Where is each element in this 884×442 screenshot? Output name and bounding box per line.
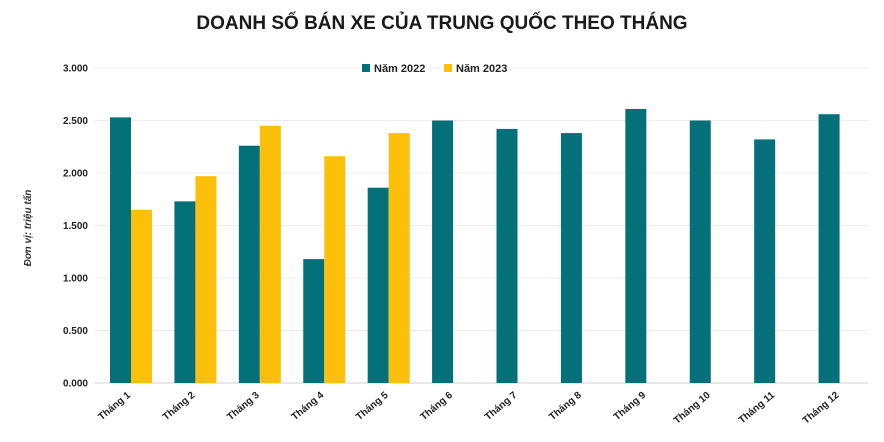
x-tick-label: Tháng 6	[419, 390, 456, 423]
x-axis-ticks: Tháng 1 Tháng 2 Tháng 3 Tháng 4 Tháng 5 Tháng…	[96, 390, 841, 427]
bar-2022	[560, 133, 582, 383]
y-tick-label: 1.500	[63, 221, 88, 232]
y-axis-ticks: 0.000 0.500 1.000 1.500 2.000 2.500 3.000	[63, 64, 88, 390]
bar-2023	[388, 133, 410, 383]
x-tick-label: Tháng 11	[737, 390, 778, 427]
x-tick-label: Tháng 4	[290, 390, 327, 423]
y-tick-label: 2.500	[63, 116, 88, 127]
bar-2022	[238, 145, 260, 383]
bar-2022	[432, 120, 454, 383]
bar-2022	[174, 201, 196, 383]
bar-2022	[818, 114, 840, 383]
x-tick-label: Tháng 12	[801, 390, 842, 427]
x-tick-label: Tháng 5	[354, 390, 391, 423]
y-tick-label: 2.000	[63, 169, 88, 180]
bar-2023	[259, 125, 281, 383]
x-tick-label: Tháng 3	[225, 390, 262, 423]
bar-2022	[689, 120, 711, 383]
legend-label: Năm 2023	[456, 63, 507, 75]
legend-swatch	[362, 64, 370, 72]
y-tick-label: 0.500	[63, 326, 88, 337]
y-tick-label: 3.000	[63, 64, 88, 75]
gridlines	[95, 67, 868, 384]
bar-2023	[324, 156, 346, 383]
bar-2022	[110, 117, 131, 383]
y-tick-label: 0.000	[63, 379, 88, 390]
x-tick-label: Tháng 2	[161, 390, 198, 423]
x-tick-label: Tháng 1	[96, 390, 133, 423]
bar-2022	[754, 139, 776, 383]
chart-title: DOANH SỐ BÁN XE CỦA TRUNG QUỐC THEO THÁN…	[196, 12, 687, 34]
x-tick-label: Tháng 10	[672, 390, 713, 427]
bar-2022	[303, 259, 325, 383]
legend: Năm 2022 Năm 2023	[362, 63, 507, 75]
legend-label: Năm 2022	[374, 63, 425, 75]
x-tick-label: Tháng 8	[547, 390, 584, 423]
bar-2022	[496, 128, 518, 383]
legend-swatch	[444, 64, 452, 72]
y-axis-label: Đơn vị: triệu tấn	[22, 190, 34, 267]
bar-2022	[367, 187, 389, 383]
x-tick-label: Tháng 7	[483, 390, 520, 423]
bar-2023	[195, 176, 217, 383]
x-tick-label: Tháng 9	[612, 390, 649, 423]
bar-2023	[131, 209, 152, 383]
bar-2022	[625, 108, 647, 383]
bars	[110, 108, 840, 383]
y-tick-label: 1.000	[63, 274, 88, 285]
